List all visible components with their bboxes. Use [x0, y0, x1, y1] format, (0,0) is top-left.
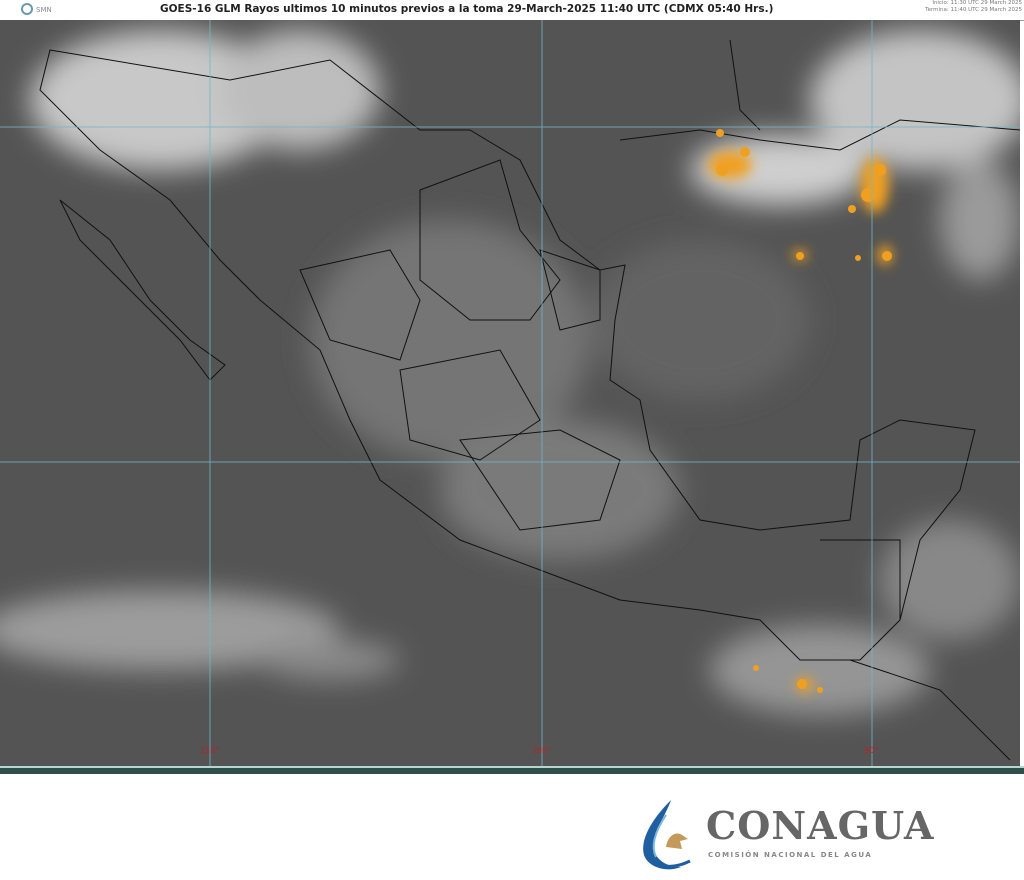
water-drop-icon — [643, 800, 691, 870]
header-bar: SMN GOES-16 GLM Rayos ultimos 10 minutos… — [0, 0, 1024, 21]
image-title: GOES-16 GLM Rayos ultimos 10 minutos pre… — [160, 3, 774, 15]
time-range: Inicio: 11:30 UTC 29 March 2025 Termina:… — [925, 0, 1022, 14]
longitude-label-90: 90° — [864, 746, 878, 755]
lat-lon-grid — [0, 20, 1020, 766]
conagua-name: CONAGUA — [706, 803, 935, 848]
satellite-map: 110° 100° 90° — [0, 20, 1020, 766]
end-time: Termina: 11:40 UTC 29 March 2025 — [925, 7, 1022, 13]
cloud-cover — [0, 30, 1020, 715]
longitude-label-100: 100° — [532, 746, 551, 755]
country-borders — [39, 39, 1020, 761]
conagua-logo: CONAGUA COMISIÓN NACIONAL DEL AGUA — [636, 795, 956, 875]
conagua-subtitle: COMISIÓN NACIONAL DEL AGUA — [708, 851, 873, 859]
map-frame — [0, 766, 1024, 774]
longitude-label-110: 110° — [200, 746, 219, 755]
svg-text:SMN: SMN — [36, 6, 52, 14]
smn-logo: SMN — [20, 2, 60, 16]
start-time: Inicio: 11:30 UTC 29 March 2025 — [932, 0, 1022, 6]
